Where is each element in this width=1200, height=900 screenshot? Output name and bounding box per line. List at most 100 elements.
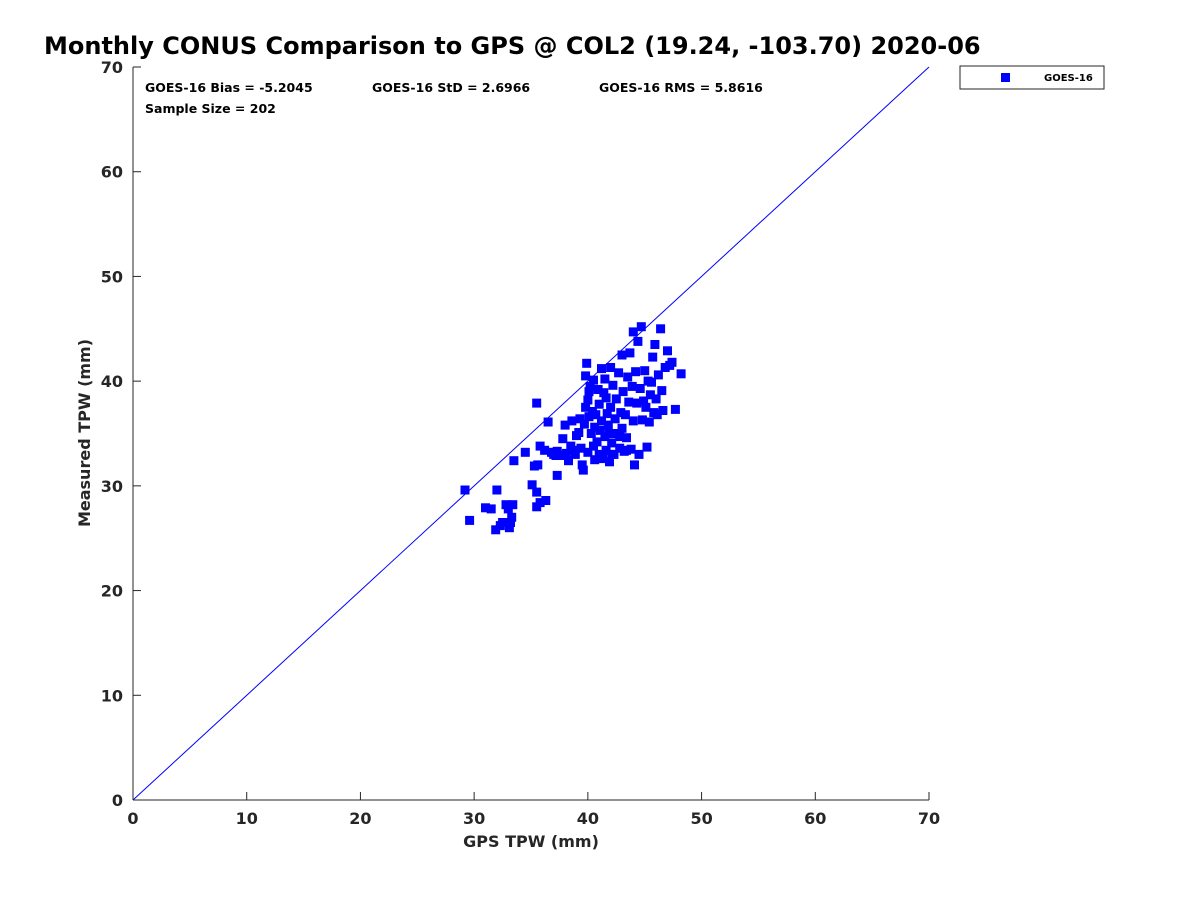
legend-marker-goes16 [1001,73,1010,82]
data-point [593,385,603,394]
data-point [667,357,677,367]
data-point [611,394,621,404]
data-point [532,487,542,497]
data-point [637,415,647,425]
data-point [602,409,612,419]
x-tick-label: 0 [127,809,138,828]
data-point [543,417,553,427]
data-point [579,419,589,429]
data-point [608,380,618,390]
data-point [590,422,600,432]
x-tick-label: 20 [349,809,371,828]
data-point [578,465,588,475]
data-point [620,410,630,420]
data-point [642,442,652,452]
data-point [597,416,606,426]
data-point [622,445,631,455]
y-tick-label: 40 [101,372,123,391]
data-point [652,410,662,420]
data-point [481,503,490,513]
y-axis-ticks: 0 10 20 30 40 50 60 70 [101,58,141,810]
data-point [635,384,645,393]
data-point [498,518,508,527]
data-point [603,420,613,430]
data-point [486,504,496,514]
y-axis-label: Measured TPW (mm) [75,339,94,527]
data-point [605,429,614,438]
data-point [639,396,649,406]
data-point [628,327,638,337]
data-point [583,395,593,405]
data-point [577,460,587,470]
data-point [535,498,545,508]
data-point [504,523,514,533]
data-point [520,447,530,457]
data-point [561,448,571,458]
data-point [631,367,641,377]
data-point [617,423,627,433]
data-point [640,366,650,376]
data-point [656,324,666,334]
legend: GOES-16 [959,65,1105,90]
data-point [614,368,624,378]
data-point [630,460,639,470]
y-tick-label: 70 [101,58,123,77]
data-point [564,456,573,466]
data-point [634,449,644,459]
data-point [582,358,592,368]
data-point [645,390,655,400]
data-point [507,512,517,522]
data-point [601,445,611,455]
data-point [581,402,591,412]
bias-stat: GOES-16 Bias = -5.2045 [145,80,313,95]
data-point [567,416,577,426]
data-point [560,420,570,430]
data-point [589,375,598,385]
rms-stat: GOES-16 RMS = 5.8616 [599,80,763,95]
data-point [584,412,594,422]
data-point [533,460,543,470]
data-point [492,485,502,495]
x-tick-label: 60 [804,809,826,828]
data-point [591,410,601,420]
data-point [509,456,519,466]
data-point [556,451,566,460]
data-point [647,377,656,387]
data-point [606,363,616,372]
legend-label-goes16: GOES-16 [1044,73,1093,84]
y-tick-label: 30 [101,477,123,496]
data-point [598,454,608,464]
y-tick-label: 60 [101,163,123,182]
data-point [607,438,617,448]
data-point [584,387,594,397]
data-point [653,370,663,380]
data-points [460,322,686,535]
data-point [460,485,470,495]
y-tick-label: 20 [101,582,123,601]
data-point [552,470,562,480]
data-point [676,369,686,379]
data-point [601,393,611,403]
data-point [576,443,586,453]
x-tick-label: 10 [236,809,258,828]
data-point [541,496,551,505]
x-tick-label: 30 [463,809,485,828]
y-tick-label: 50 [101,267,123,286]
y-tick-label: 0 [112,791,123,810]
data-point [491,525,501,535]
data-point [594,399,604,409]
data-point [627,381,637,391]
data-point [581,371,591,381]
data-point [570,449,580,459]
data-point [465,515,475,525]
legend-box [959,65,1105,90]
x-tick-label: 40 [577,809,599,828]
data-point [586,429,596,438]
data-point [626,444,636,454]
data-point [508,500,518,510]
data-point [558,434,568,444]
data-point [574,428,584,437]
data-point [617,350,627,360]
data-point [600,374,610,384]
chart-title: Monthly CONUS Comparison to GPS @ COL2 (… [44,32,981,60]
